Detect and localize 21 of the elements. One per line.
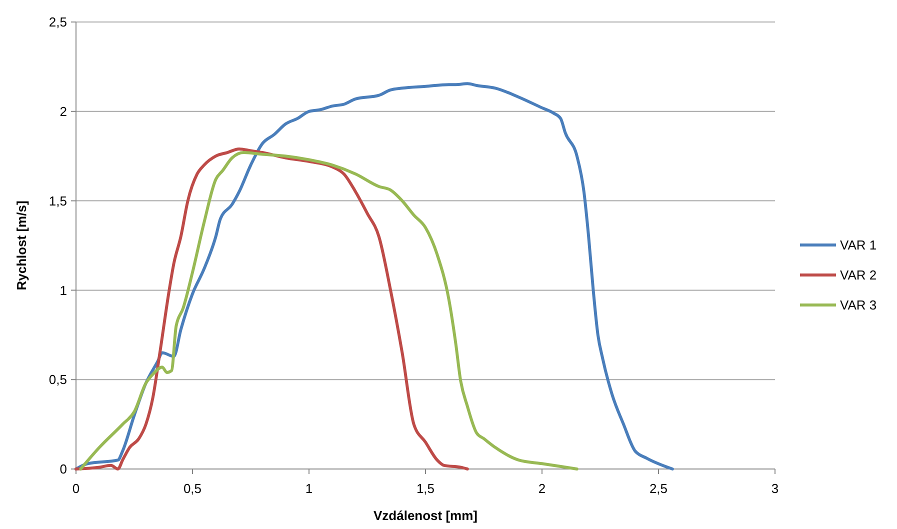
x-tick-label: 2,5: [649, 481, 668, 496]
y-tick-label: 0,5: [48, 372, 67, 388]
legend-label: VAR 2: [840, 268, 877, 283]
x-tick-label: 1: [305, 481, 313, 496]
x-axis-title: Vzdálenost [mm]: [373, 508, 478, 523]
x-tick-label: 0,5: [183, 481, 202, 496]
line-series: [74, 82, 674, 470]
x-tick-label: 1,5: [416, 481, 435, 496]
y-tick-label: 0: [60, 462, 67, 477]
y-tick-label: 1,5: [48, 193, 67, 208]
line-series: [79, 151, 578, 470]
legend-label: VAR 3: [840, 298, 877, 313]
x-tick-label: 0: [72, 481, 80, 496]
y-tick-label: 2: [60, 104, 67, 119]
y-axis-title: Rychlost [m/s]: [14, 200, 29, 290]
legend-label: VAR 1: [840, 238, 877, 253]
x-tick-label: 3: [771, 481, 779, 496]
line-series: [74, 147, 469, 470]
x-tick-label: 2: [538, 481, 546, 496]
y-tick-label: 2,5: [48, 14, 67, 30]
y-tick-label: 1: [60, 282, 67, 298]
